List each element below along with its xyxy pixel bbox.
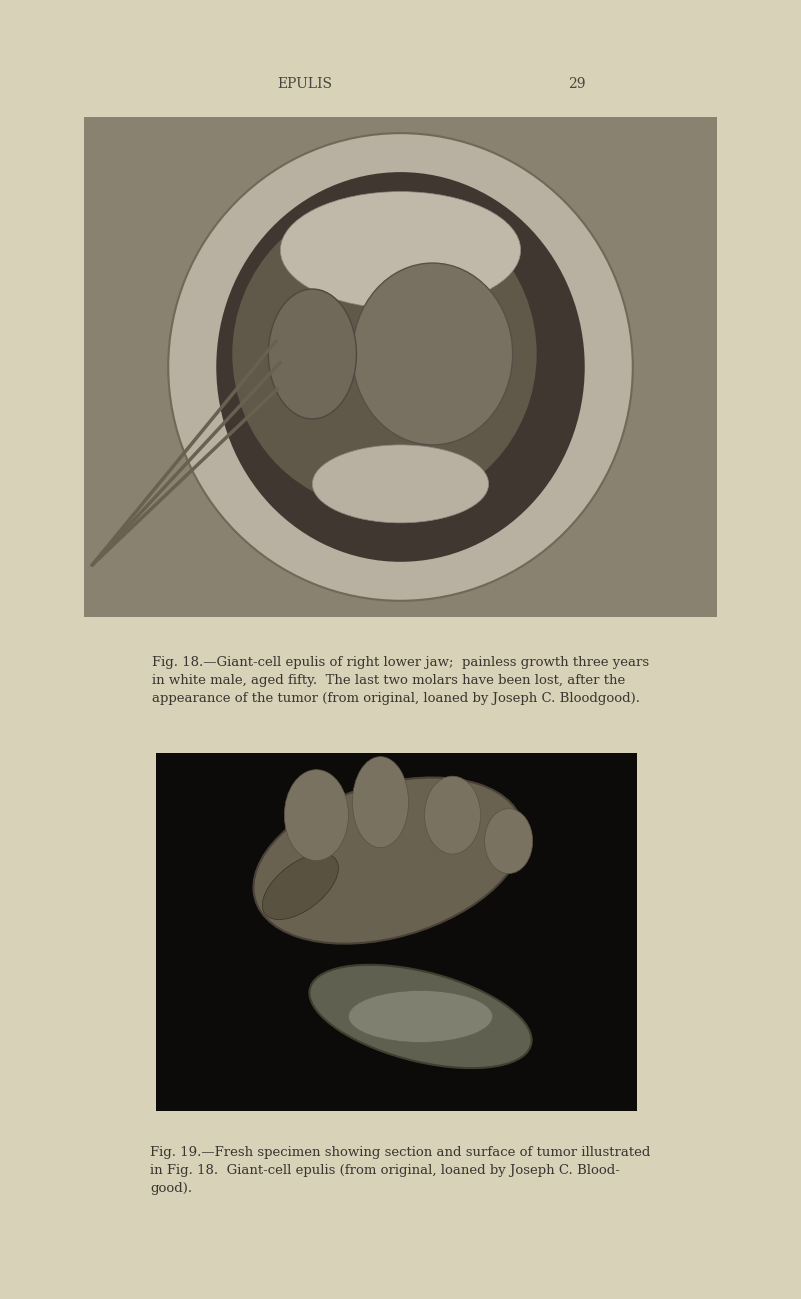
Ellipse shape xyxy=(232,197,537,509)
Text: 29: 29 xyxy=(568,78,586,91)
Text: EPULIS: EPULIS xyxy=(277,78,332,91)
Text: Fig. 18.—Giant-cell epulis of right lower jaw;  painless growth three years
in w: Fig. 18.—Giant-cell epulis of right lowe… xyxy=(152,656,649,705)
Ellipse shape xyxy=(284,769,348,861)
Ellipse shape xyxy=(280,192,521,309)
Ellipse shape xyxy=(268,290,356,418)
Bar xyxy=(84,117,717,617)
Text: Fig. 19.—Fresh specimen showing section and surface of tumor illustrated
in Fig.: Fig. 19.—Fresh specimen showing section … xyxy=(151,1146,650,1195)
Ellipse shape xyxy=(216,173,585,561)
Ellipse shape xyxy=(253,778,524,943)
Ellipse shape xyxy=(309,965,532,1068)
Ellipse shape xyxy=(485,808,533,874)
Ellipse shape xyxy=(352,262,513,446)
Ellipse shape xyxy=(425,777,481,855)
Ellipse shape xyxy=(263,853,338,920)
Ellipse shape xyxy=(312,444,489,522)
Ellipse shape xyxy=(168,134,633,600)
Ellipse shape xyxy=(352,756,409,848)
Ellipse shape xyxy=(348,990,493,1042)
Bar xyxy=(156,753,637,1111)
